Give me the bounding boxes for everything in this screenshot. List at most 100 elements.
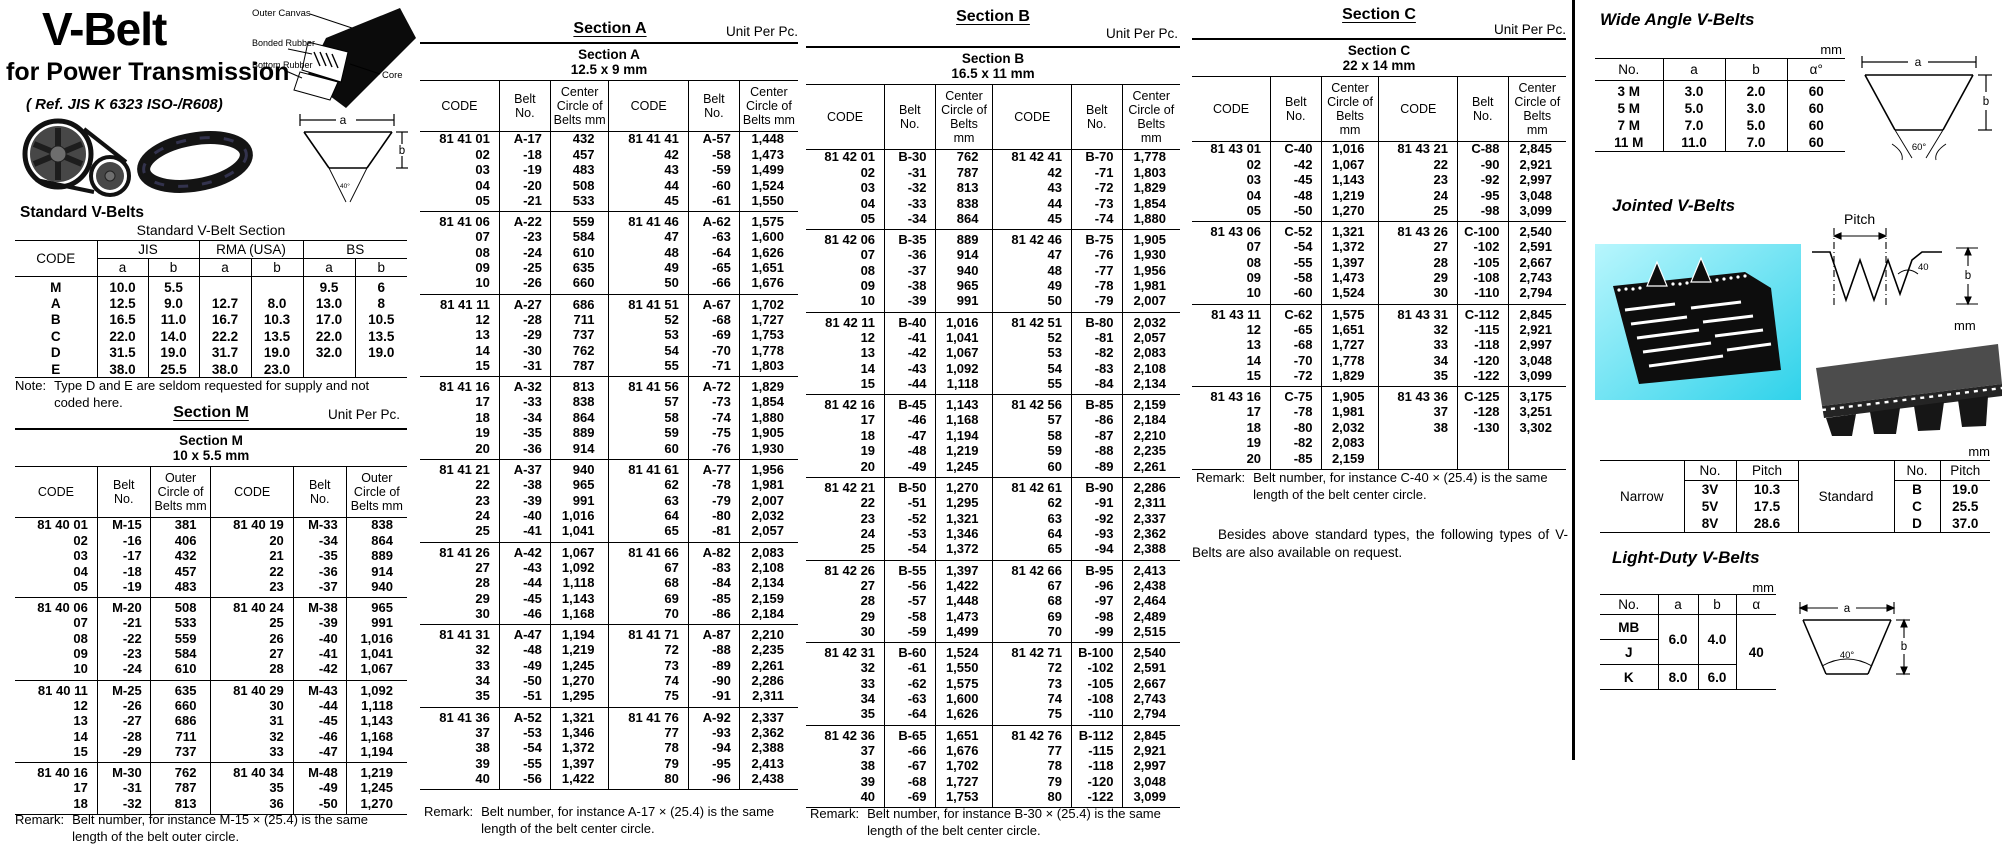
circle-cell: 2,362 [738,725,798,741]
circle-cell: 584 [549,229,609,246]
code-cell: 27 [1378,239,1458,256]
code-cell: 04 [73,564,88,579]
table-row: 81 40 01 M-15 381 81 40 19 M-33 838 [15,517,407,534]
belt-no-cell: A-87 [687,624,740,643]
belt-no-cell: -49 [884,459,936,478]
circle-cell: 1,422 [934,578,993,594]
std-cell: 12.5 [96,295,148,312]
section-m-table-wrap: Section M 10 x 5.5 mm CODE Belt No. Outer C… [15,428,407,816]
circle-cell: 1,092 [934,361,993,377]
circle-cell: 1,600 [738,229,798,246]
table-row: 03 -19 483 43 -59 1,499 [420,162,798,179]
belt-no-cell: -54 [884,542,936,561]
table-row: 15 -29 737 33 -47 1,194 [15,744,407,763]
table-row: 03 -45 1,143 23 -92 2,997 [1192,172,1566,189]
code-cell: 18 [73,796,88,811]
column-header: Center Circle of Belts mm [1507,76,1566,143]
circle-cell: 914 [934,247,993,264]
belt-no-cell: -44 [884,376,936,395]
belt-no-cell: -89 [1071,459,1122,478]
belt-no-cell: -90 [687,673,740,690]
circle-cell: 1,041 [549,524,609,543]
belt-no-cell: A-67 [687,293,740,313]
code-cell: 48 [608,245,689,261]
circle-cell: 1,702 [738,293,798,313]
code-cell: 33 [475,658,490,673]
table-row: 81 41 06 A-22 559 81 41 46 A-62 1,575 [420,211,798,230]
b-dimension [396,131,408,169]
circle-cell: 711 [549,312,609,328]
code-cell: 28 [1378,255,1458,271]
belt-no-cell: -36 [884,247,936,264]
belt-no-cell: -74 [687,410,740,426]
code-cell: 34 [1378,353,1458,369]
code-cell: 24 [475,508,490,524]
circle-cell: 1,245 [549,658,609,674]
code-cell: 64 [608,508,689,525]
code-cell: 81 41 61 [608,459,689,478]
circle-cell: 1,219 [345,762,407,781]
wa-cell: 60 [1786,80,1845,100]
code-cell: 74 [992,691,1072,708]
circle-cell: 2,311 [1121,495,1180,512]
circle-cell: 1,219 [549,642,609,659]
circle-cell: 1,905 [1320,386,1379,405]
standard-table-title: Standard V-Belt Section [136,222,286,238]
code-cell: 81 41 16 [420,376,500,395]
belt-no-cell: -34 [884,211,936,230]
table-row: 22 -38 965 62 -78 1,981 [420,477,798,494]
code-cell: 30 [210,698,294,714]
code-cell: 45 [992,211,1072,230]
belt-no-cell: -102 [1071,660,1122,677]
belt-no-cell: -92 [1457,172,1508,189]
circle-cell: 965 [549,477,609,494]
circle-cell: 660 [149,698,211,714]
light-duty-diagram: a 40° b [1798,602,1910,676]
circle-cell: 1,118 [345,698,407,714]
belt-no-cell: -44 [292,698,347,714]
circle-cell: 1,905 [738,426,798,442]
belt-no-cell: B-35 [884,229,936,248]
circle-cell: 1,753 [934,789,993,808]
code-cell: 81 40 06 [15,597,98,616]
std-cell: 13.0 [302,295,356,312]
std-cell: 38.0 [96,361,148,378]
belt-no-cell: -39 [498,493,551,509]
circle-cell: 1,397 [934,559,993,579]
code-cell: 81 41 56 [608,376,689,395]
table-row: E 38.0 25.5 38.0 23.0 [15,361,408,378]
circle-cell: 2,159 [1320,451,1379,470]
code-cell: 38 [860,758,876,774]
belt-no-cell: -19 [498,162,551,179]
circle-cell: 2,743 [1121,691,1180,708]
table-row: 17 -33 838 57 -73 1,854 [420,395,798,411]
circle-cell: 635 [149,679,211,699]
belt-teeth [1826,396,1988,436]
column-header: Center Circle of Belts mm [934,84,993,151]
belt-no-cell: -36 [498,441,551,460]
code-cell: 33 [1378,337,1458,354]
circle-cell: 1,880 [1121,211,1180,230]
ld-b-value: 4.0 [1697,614,1736,665]
belt-no-cell: -34 [498,410,551,426]
circle-cell: 483 [549,162,609,179]
code-cell: 08 [860,263,876,278]
belt-no-cell: A-92 [687,706,740,726]
bonded-rubber-label: Bonded Rubber [252,38,315,48]
b-subheader: b [250,258,304,277]
code-cell: 25 [210,615,294,632]
belt-no-cell: -72 [1071,180,1122,197]
code-cell: 35 [860,707,876,722]
circle-cell: 483 [149,579,211,598]
code-cell: 22 [475,477,490,493]
belt-no-cell: M-33 [292,517,347,534]
code-cell: 12 [73,698,88,713]
code-cell: 19 [475,426,490,441]
circle-cell: 2,591 [1507,239,1566,256]
remark-text: Belt number, for instance C-40 × (25.4) … [1253,470,1548,502]
belt-no-cell: -128 [1457,405,1508,421]
leader-line [309,13,353,29]
b-dimension [1896,618,1910,676]
code-cell: 57 [608,395,689,411]
circle-cell: 1,245 [345,781,407,797]
